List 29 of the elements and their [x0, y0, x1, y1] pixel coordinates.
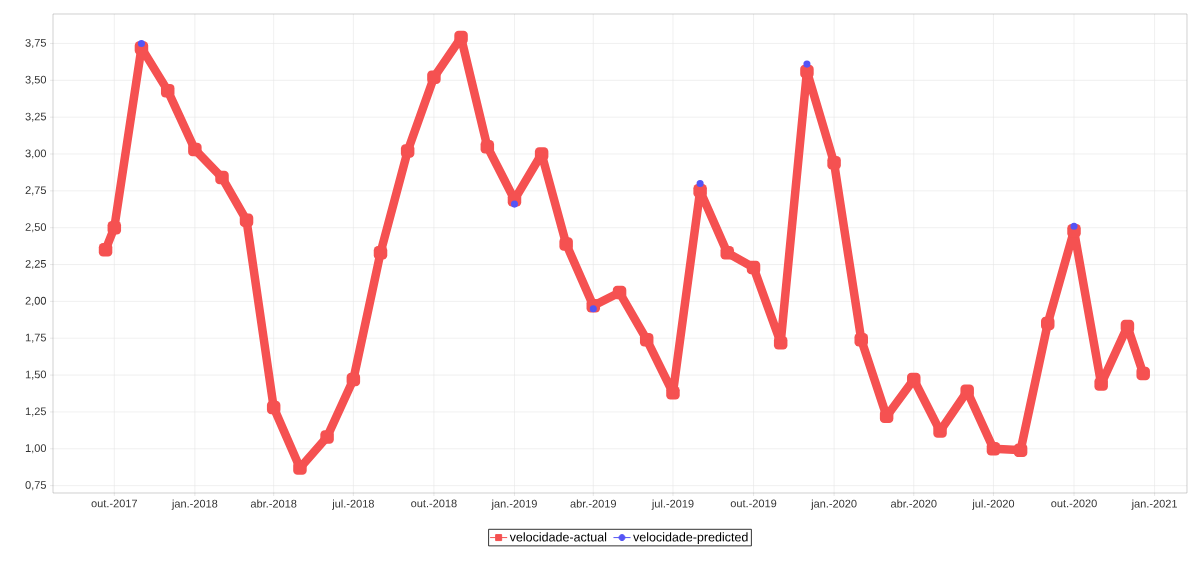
y-tick-label: 2,25 — [25, 260, 47, 270]
x-tick-label: abr.-2019 — [570, 499, 617, 508]
x-tick-label: jul.-2018 — [332, 499, 374, 510]
x-tick-label: out.-2019 — [730, 499, 777, 508]
x-tick-label: out.-2017 — [91, 499, 137, 508]
legend-label: velocidade-predicted — [633, 532, 748, 544]
x-tick-label: out.-2020 — [1051, 499, 1097, 508]
x-tick-label: jul.-2020 — [972, 499, 1015, 510]
y-tick-label: 2,00 — [25, 296, 47, 306]
x-tick-label: jan.-2020 — [810, 499, 857, 510]
y-tick-label: 1,50 — [25, 370, 47, 380]
y-tick-label: 2,75 — [25, 186, 47, 196]
y-tick-label: 1,25 — [25, 407, 47, 417]
legend-label: velocidade-actual — [509, 532, 607, 542]
y-tick-label: 1,00 — [25, 444, 47, 454]
x-tick-label: abr.-2018 — [250, 499, 297, 508]
y-tick-label: 3,75 — [25, 38, 47, 49]
x-tick-label: abr.-2020 — [891, 499, 937, 508]
y-tick-label: 1,75 — [25, 333, 47, 343]
x-tick-label: jan.-2019 — [491, 499, 537, 510]
y-tick-label: 3,00 — [25, 149, 47, 159]
x-tick-label: out.-2018 — [411, 499, 457, 508]
y-tick-label: 3,50 — [25, 75, 47, 85]
x-tick-label: jul.-2019 — [651, 499, 694, 510]
y-tick-label: 3,25 — [25, 112, 47, 122]
x-tick-label: jan.-2021 — [1131, 499, 1177, 510]
x-tick-label: jan.-2018 — [171, 499, 218, 510]
y-tick-label: 2,50 — [25, 223, 47, 233]
y-tick-label: 0,75 — [25, 481, 47, 491]
